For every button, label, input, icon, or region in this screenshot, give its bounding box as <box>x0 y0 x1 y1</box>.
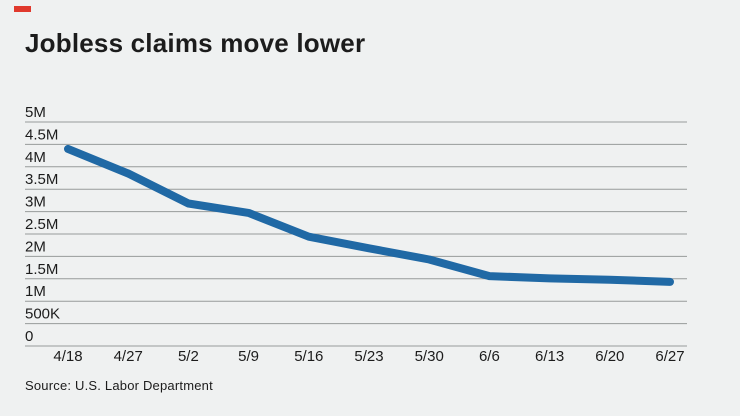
y-axis-tick-label: 2.5M <box>25 216 58 233</box>
y-axis-tick-label: 5M <box>25 104 46 121</box>
y-axis-tick-label: 500K <box>25 306 60 323</box>
x-axis-tick-label: 5/23 <box>354 348 383 365</box>
y-axis-tick-label: 1M <box>25 283 46 300</box>
x-axis-tick-label: 6/6 <box>479 348 500 365</box>
x-axis-tick-label: 6/27 <box>655 348 684 365</box>
x-axis-tick-label: 4/27 <box>114 348 143 365</box>
y-axis-tick-label: 2M <box>25 238 46 255</box>
source-note: Source: U.S. Labor Department <box>25 378 213 393</box>
data-line <box>64 144 674 286</box>
y-axis-tick-label: 3M <box>25 194 46 211</box>
y-axis-tick-label: 3.5M <box>25 171 58 188</box>
y-axis-tick-label: 4.5M <box>25 126 58 143</box>
y-axis-tick-label: 0 <box>25 328 33 345</box>
y-axis-tick-label: 4M <box>25 149 46 166</box>
x-axis-tick-label: 5/9 <box>238 348 259 365</box>
x-axis-tick-label: 4/18 <box>53 348 82 365</box>
chart-title: Jobless claims move lower <box>25 28 366 58</box>
x-axis-tick-label: 6/20 <box>595 348 624 365</box>
x-axis-tick-label: 5/16 <box>294 348 323 365</box>
red-dash-brand-icon <box>14 6 31 12</box>
x-axis-tick-label: 6/13 <box>535 348 564 365</box>
y-axis-tick-label: 1.5M <box>25 261 58 278</box>
x-axis-tick-label: 5/2 <box>178 348 199 365</box>
x-axis-tick-label: 5/30 <box>415 348 444 365</box>
